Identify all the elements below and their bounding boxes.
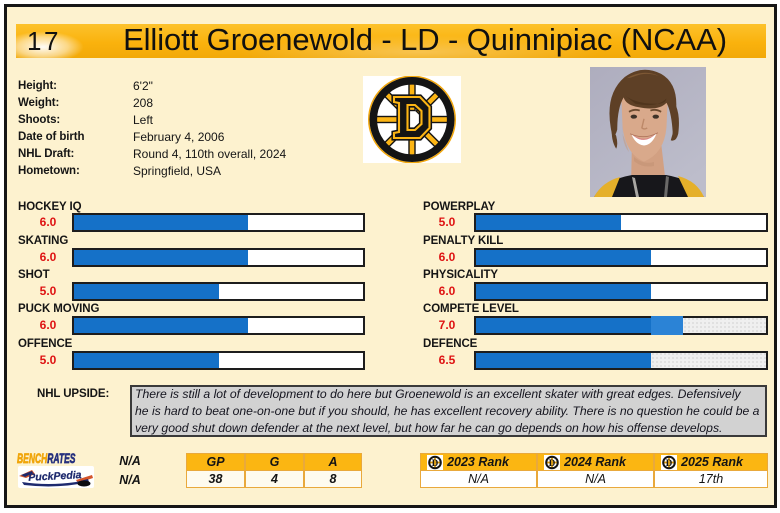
svg-text:D: D <box>666 458 673 468</box>
svg-text:D: D <box>432 458 439 468</box>
svg-text:PuckPedia: PuckPedia <box>28 469 82 484</box>
svg-text:D: D <box>549 458 556 468</box>
